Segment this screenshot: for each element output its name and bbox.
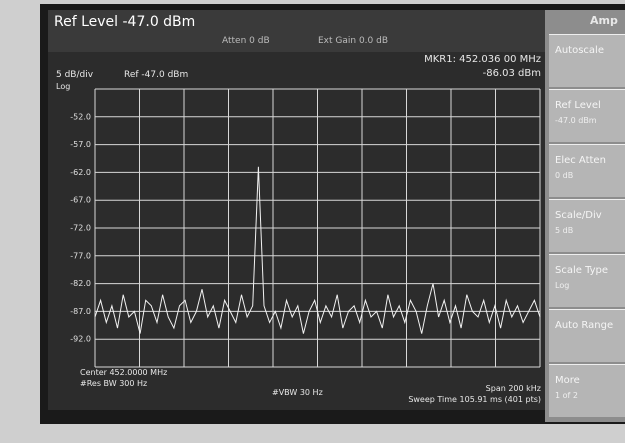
y-tick-label: -72.0 xyxy=(70,224,91,233)
y-tick-label: -57.0 xyxy=(70,140,91,149)
y-tick-label: -92.0 xyxy=(70,335,91,344)
y-tick-label: -52.0 xyxy=(70,112,91,121)
page: Ref Level -47.0 dBm Atten 0 dB Ext Gain … xyxy=(0,0,625,443)
y-tick-label: -67.0 xyxy=(70,196,91,205)
y-tick-label: -77.0 xyxy=(70,251,91,260)
y-tick-label: -62.0 xyxy=(70,168,91,177)
y-tick-label: -82.0 xyxy=(70,279,91,288)
spectrum-plot: -52.0 -57.0 -62.0 -67.0 -72.0 -77.0 -82.0 -87.0… xyxy=(0,0,625,443)
y-tick-label: -87.0 xyxy=(70,307,91,316)
